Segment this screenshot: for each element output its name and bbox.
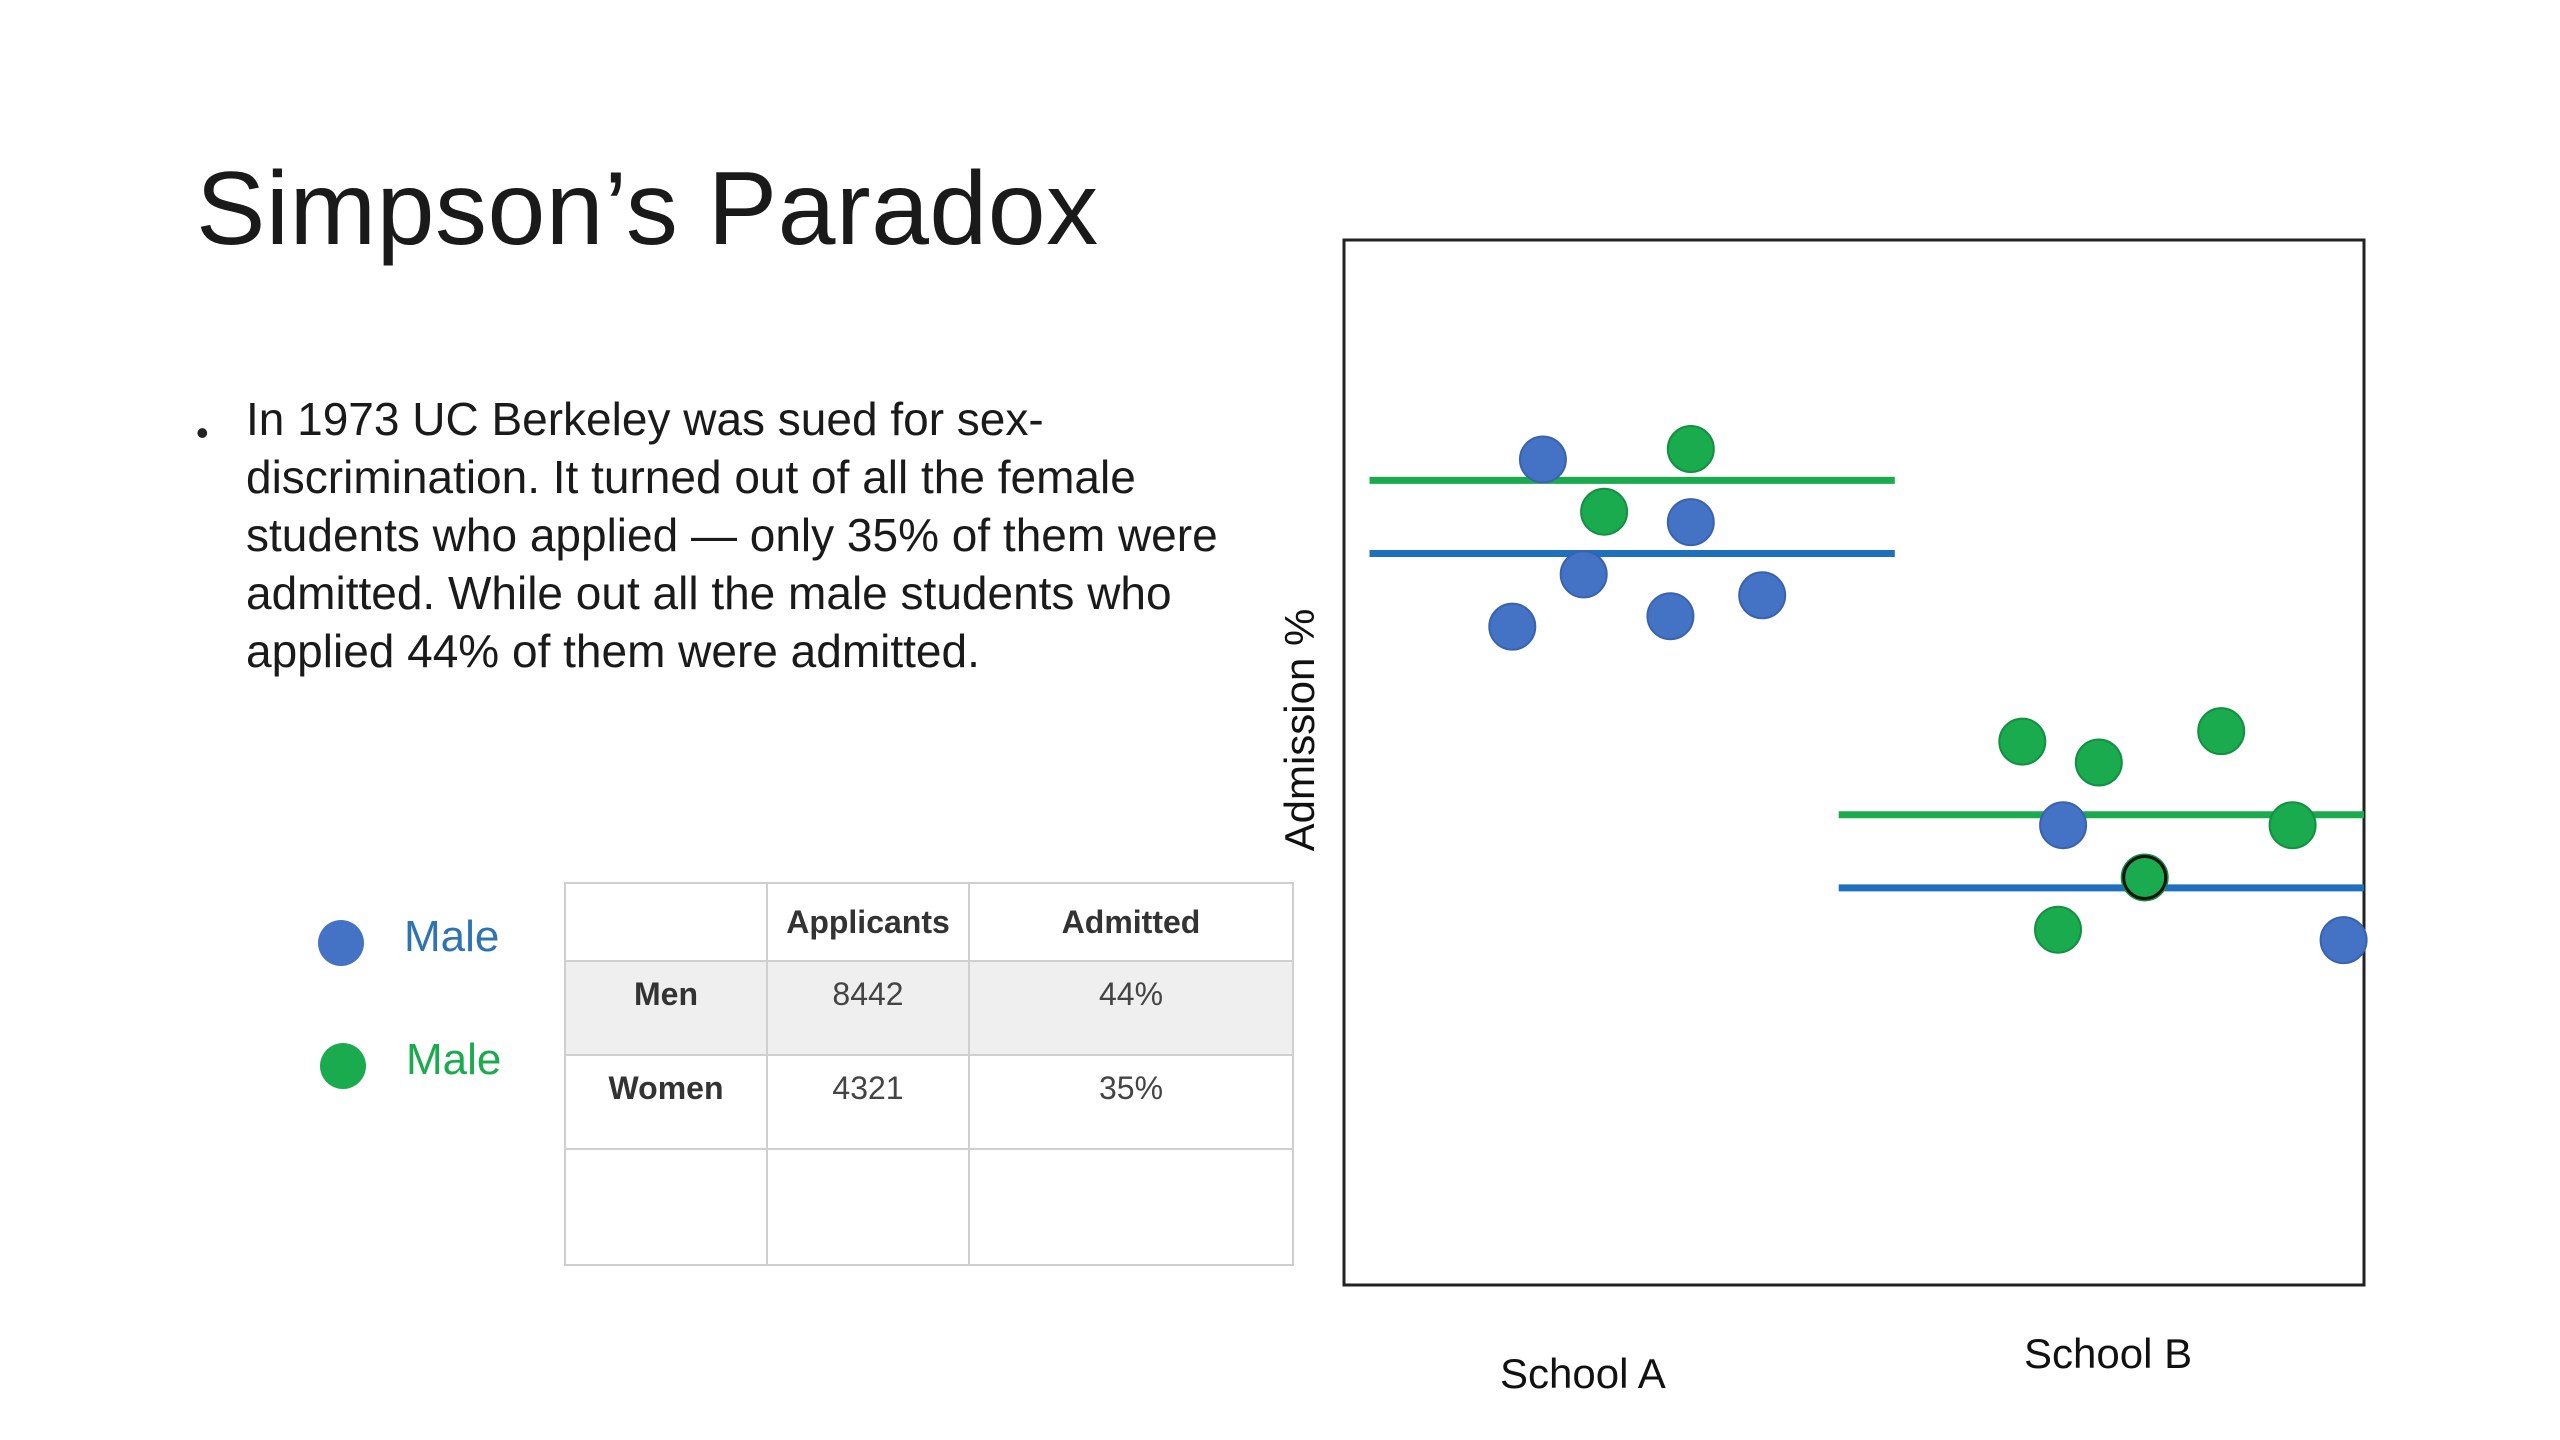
table-row-empty [564, 1148, 1294, 1266]
table-cell-women-applicants: 4321 [766, 1054, 970, 1150]
data-point-green-5 [2268, 801, 2317, 850]
table-cell-empty [766, 1148, 970, 1266]
green-dot-icon [320, 1043, 366, 1089]
x-category-label-school-a: School A [1500, 1350, 1666, 1397]
data-point-blue-3 [1488, 602, 1537, 651]
data-point-green-0 [1666, 425, 1715, 473]
table-header-applicants: Applicants [766, 882, 970, 962]
data-point-blue-2 [1559, 550, 1608, 599]
table-row: Women 4321 35% [564, 1054, 1294, 1150]
table-row: Men 8442 44% [564, 960, 1294, 1056]
table-cell-empty [564, 1148, 768, 1266]
data-point-blue-6 [2039, 801, 2088, 850]
admission-chart [1342, 238, 2368, 1287]
table-header-admitted: Admitted [968, 882, 1294, 962]
y-axis-label: Admission % [1276, 608, 1323, 852]
x-category-label-school-b: School B [2024, 1330, 2193, 1377]
data-point-green-4 [2197, 707, 2246, 756]
data-point-blue-0 [1518, 435, 1567, 484]
legend-label-green: Male [406, 1035, 502, 1084]
data-point-blue-5 [1738, 571, 1787, 620]
bullet-text: In 1973 UC Berkeley was sued for sex-dis… [246, 393, 1218, 677]
data-point-blue-1 [1666, 498, 1715, 547]
data-point-blue-7 [2319, 916, 2368, 965]
slide-title: Simpson’s Paradox [196, 151, 1099, 267]
data-point-green-3 [2074, 738, 2123, 787]
data-point-green-7 [2120, 853, 2169, 902]
data-point-green-6 [2034, 905, 2082, 954]
legend-label-blue: Male [404, 912, 500, 961]
table-cell-men-admitted: 44% [968, 960, 1294, 1056]
data-point-green-1 [1580, 487, 1629, 536]
table-cell-women-admitted: 35% [968, 1054, 1294, 1150]
table-cell-women: Women [564, 1054, 768, 1150]
highlighted-point-ring [2122, 854, 2168, 900]
table-cell-empty [968, 1148, 1294, 1266]
data-point-blue-4 [1646, 592, 1695, 641]
blue-dot-icon [318, 920, 364, 966]
admissions-table: Applicants Admitted Men 8442 44% Women 4… [564, 882, 1294, 1266]
table-cell-men-applicants: 8442 [766, 960, 970, 1056]
table-cell-men: Men [564, 960, 768, 1056]
table-header-blank [564, 882, 768, 962]
data-point-green-2 [1998, 717, 2047, 766]
data-points [1488, 425, 2368, 965]
plot-frame [1342, 238, 2366, 1287]
bullet-marker: • [196, 412, 209, 453]
table-header-row: Applicants Admitted [564, 882, 1294, 962]
